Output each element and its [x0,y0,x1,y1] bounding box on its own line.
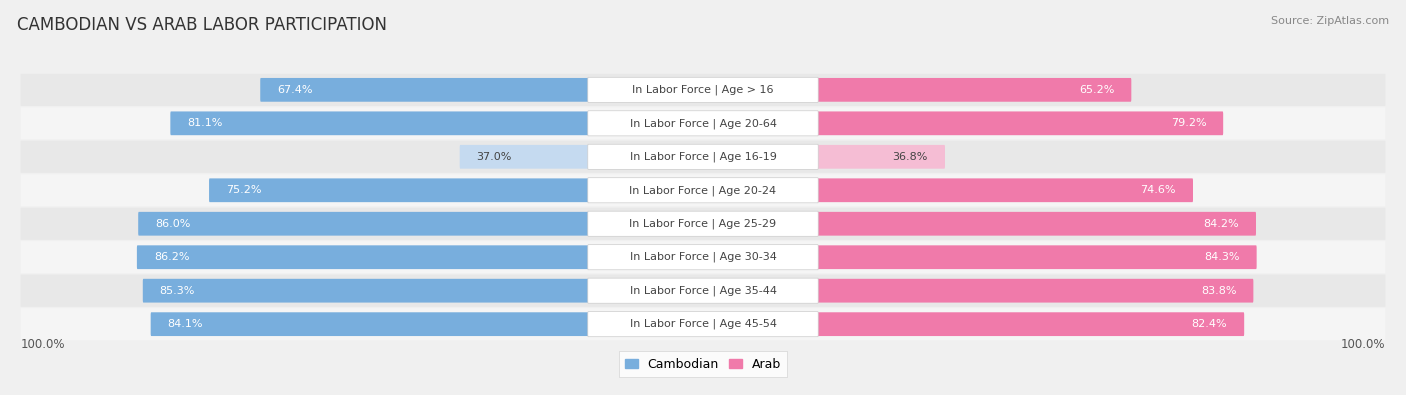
Text: 36.8%: 36.8% [893,152,928,162]
FancyBboxPatch shape [136,245,589,269]
FancyBboxPatch shape [170,111,589,135]
Text: 81.1%: 81.1% [187,118,222,128]
Text: 85.3%: 85.3% [160,286,195,296]
FancyBboxPatch shape [817,245,1257,269]
Text: 65.2%: 65.2% [1078,85,1115,95]
Legend: Cambodian, Arab: Cambodian, Arab [619,352,787,377]
FancyBboxPatch shape [21,208,1385,240]
FancyBboxPatch shape [817,312,1244,336]
FancyBboxPatch shape [588,245,818,270]
Text: In Labor Force | Age 35-44: In Labor Force | Age 35-44 [630,286,776,296]
Text: 67.4%: 67.4% [277,85,312,95]
Text: 84.2%: 84.2% [1204,219,1239,229]
Text: 75.2%: 75.2% [226,185,262,195]
FancyBboxPatch shape [21,141,1385,173]
FancyBboxPatch shape [588,144,818,169]
FancyBboxPatch shape [209,179,589,202]
Text: CAMBODIAN VS ARAB LABOR PARTICIPATION: CAMBODIAN VS ARAB LABOR PARTICIPATION [17,16,387,34]
Text: In Labor Force | Age > 16: In Labor Force | Age > 16 [633,85,773,95]
FancyBboxPatch shape [143,279,589,303]
FancyBboxPatch shape [588,111,818,136]
Text: In Labor Force | Age 20-64: In Labor Force | Age 20-64 [630,118,776,128]
FancyBboxPatch shape [21,308,1385,340]
FancyBboxPatch shape [817,279,1253,303]
FancyBboxPatch shape [817,145,945,169]
Text: 100.0%: 100.0% [1341,339,1385,352]
Text: 83.8%: 83.8% [1201,286,1236,296]
Text: 86.2%: 86.2% [153,252,190,262]
FancyBboxPatch shape [588,312,818,337]
Text: 84.1%: 84.1% [167,319,202,329]
FancyBboxPatch shape [21,74,1385,106]
FancyBboxPatch shape [588,278,818,303]
FancyBboxPatch shape [817,179,1194,202]
Text: In Labor Force | Age 16-19: In Labor Force | Age 16-19 [630,152,776,162]
FancyBboxPatch shape [150,312,589,336]
FancyBboxPatch shape [260,78,589,102]
Text: Source: ZipAtlas.com: Source: ZipAtlas.com [1271,16,1389,26]
Text: 100.0%: 100.0% [21,339,65,352]
FancyBboxPatch shape [21,275,1385,307]
Text: In Labor Force | Age 30-34: In Labor Force | Age 30-34 [630,252,776,262]
Text: In Labor Force | Age 45-54: In Labor Force | Age 45-54 [630,319,776,329]
Text: In Labor Force | Age 20-24: In Labor Force | Age 20-24 [630,185,776,196]
FancyBboxPatch shape [588,211,818,236]
FancyBboxPatch shape [21,241,1385,273]
Text: In Labor Force | Age 25-29: In Labor Force | Age 25-29 [630,218,776,229]
Text: 79.2%: 79.2% [1171,118,1206,128]
FancyBboxPatch shape [138,212,589,236]
FancyBboxPatch shape [21,107,1385,139]
Text: 82.4%: 82.4% [1192,319,1227,329]
FancyBboxPatch shape [817,78,1132,102]
FancyBboxPatch shape [460,145,589,169]
FancyBboxPatch shape [588,77,818,102]
Text: 84.3%: 84.3% [1204,252,1240,262]
Text: 86.0%: 86.0% [155,219,190,229]
FancyBboxPatch shape [21,174,1385,206]
FancyBboxPatch shape [817,111,1223,135]
Text: 74.6%: 74.6% [1140,185,1175,195]
FancyBboxPatch shape [588,178,818,203]
FancyBboxPatch shape [817,212,1256,236]
Text: 37.0%: 37.0% [477,152,512,162]
